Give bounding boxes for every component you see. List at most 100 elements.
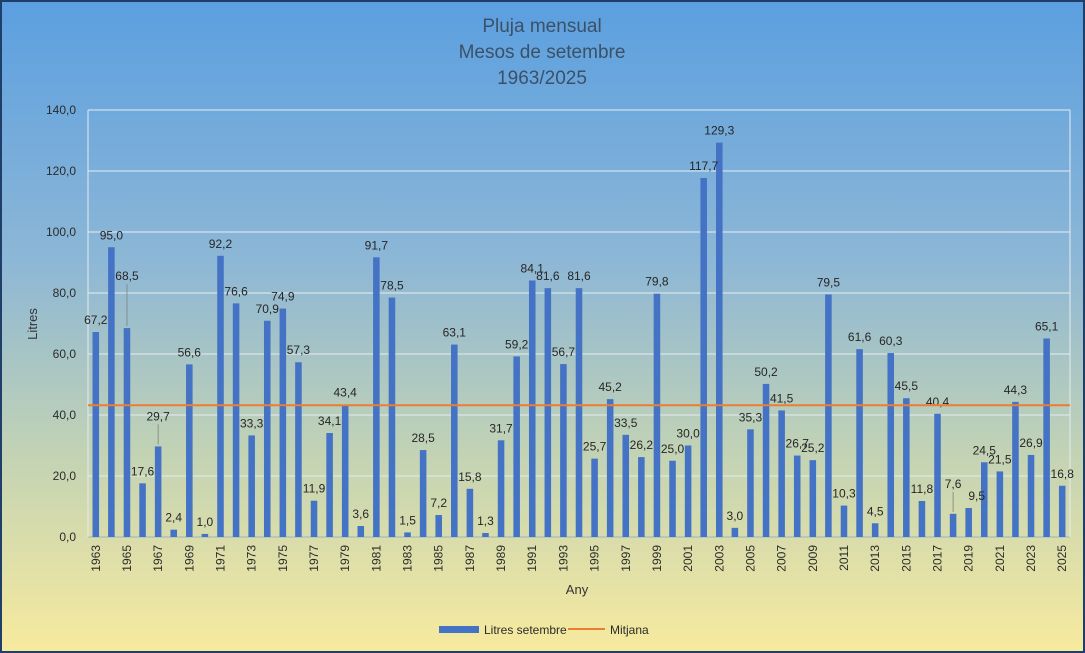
data-label: 68,5 — [115, 269, 139, 283]
data-label: 76,6 — [224, 284, 248, 298]
bar — [560, 364, 567, 537]
bar — [1027, 454, 1035, 537]
x-tick-label: 2021 — [993, 545, 1007, 572]
y-tick-label: 20,0 — [53, 469, 77, 483]
bar — [575, 288, 583, 537]
bar — [544, 288, 552, 537]
data-label: 59,2 — [505, 337, 529, 351]
x-tick-label: 1979 — [338, 545, 352, 572]
x-tick-label: 2001 — [681, 545, 695, 572]
x-tick-label: 1977 — [307, 545, 321, 572]
bar — [700, 178, 707, 537]
y-tick-label: 100,0 — [46, 225, 76, 239]
bar — [793, 455, 801, 537]
x-tick-label: 1963 — [89, 545, 103, 572]
bar — [949, 513, 957, 537]
data-label: 1,5 — [399, 513, 416, 527]
bar — [108, 247, 115, 537]
data-label: 65,1 — [1035, 319, 1059, 333]
bar — [154, 446, 162, 537]
data-label: 35,3 — [739, 410, 763, 424]
bar — [684, 445, 692, 537]
data-label: 45,2 — [598, 380, 622, 394]
x-tick-label: 1971 — [213, 545, 227, 572]
y-tick-label: 80,0 — [53, 286, 77, 300]
data-label: 74,9 — [271, 290, 295, 304]
data-label: 50,2 — [754, 365, 778, 379]
bar — [934, 413, 941, 537]
bar — [279, 308, 287, 537]
y-tick-label: 40,0 — [53, 408, 77, 422]
bar — [669, 460, 676, 537]
y-axis-title: Litres — [25, 308, 40, 340]
data-label: 129,3 — [704, 124, 734, 138]
bar — [1043, 338, 1050, 537]
x-tick-label: 2003 — [712, 545, 726, 572]
x-tick-label: 1991 — [525, 545, 539, 572]
chart-title: Pluja mensual Mesos de setembre 1963/202… — [459, 16, 626, 89]
x-tick-label: 2005 — [743, 545, 757, 572]
data-label: 34,1 — [318, 414, 342, 428]
bar — [404, 532, 411, 537]
bar — [996, 471, 1004, 537]
bar — [497, 440, 505, 537]
bar — [123, 328, 131, 537]
data-label: 31,7 — [489, 421, 513, 435]
bar — [357, 526, 365, 537]
chart-title-line-2: Mesos de setembre — [459, 42, 626, 63]
x-tick-label: 1983 — [401, 545, 415, 572]
data-label: 25,7 — [583, 440, 607, 454]
x-tick-label: 1967 — [151, 545, 165, 572]
data-label: 15,8 — [458, 470, 482, 484]
data-label: 7,6 — [945, 477, 962, 491]
data-label: 57,3 — [287, 343, 311, 357]
chart-title-line-3: 1963/2025 — [497, 68, 587, 89]
bar — [263, 320, 271, 537]
bar — [825, 294, 832, 537]
chart-title-line-1: Pluja mensual — [482, 16, 601, 37]
legend-bar-label: Litres setembre — [484, 623, 567, 637]
data-label: 33,3 — [240, 416, 264, 430]
x-tick-label: 2025 — [1055, 545, 1069, 572]
bar — [778, 410, 785, 537]
data-label: 81,6 — [536, 269, 560, 283]
data-label: 79,5 — [817, 276, 841, 290]
data-label: 7,2 — [430, 496, 447, 510]
data-label: 95,0 — [100, 228, 124, 242]
data-label: 9,5 — [968, 489, 985, 503]
data-label: 33,5 — [614, 416, 638, 430]
bar — [1012, 401, 1019, 537]
data-label: 43,4 — [334, 386, 358, 400]
bar — [341, 404, 349, 537]
x-tick-label: 1987 — [463, 545, 477, 572]
data-label: 41,5 — [770, 391, 794, 405]
data-label: 45,5 — [895, 379, 919, 393]
x-tick-label: 1973 — [245, 545, 259, 572]
bar — [217, 255, 224, 538]
bar — [201, 533, 209, 537]
data-label: 91,7 — [365, 238, 389, 252]
bars — [92, 142, 1066, 538]
data-label: 56,7 — [552, 345, 576, 359]
data-label: 28,5 — [411, 431, 435, 445]
bar — [248, 435, 255, 537]
data-label: 78,5 — [380, 279, 404, 293]
bar — [918, 501, 926, 537]
x-tick-label: 1965 — [120, 545, 134, 572]
data-label: 40,4 — [926, 395, 950, 409]
x-tick-labels: 1963 1965 1967 1969 1971 1973 1975 1977 1979 1981… — [89, 545, 1069, 572]
data-label: 44,3 — [1004, 383, 1028, 397]
x-tick-label: 2015 — [899, 545, 913, 572]
x-tick-label: 1995 — [588, 545, 602, 572]
data-label: 10,3 — [832, 487, 856, 501]
y-tick-label: 120,0 — [46, 164, 76, 178]
data-label: 70,9 — [256, 302, 280, 316]
data-label: 84,1 — [521, 261, 545, 275]
bar — [606, 399, 614, 537]
x-tick-label: 2013 — [868, 545, 882, 572]
legend: Litres setembre Mitjana — [439, 623, 649, 637]
data-label: 56,6 — [178, 345, 202, 359]
x-tick-label: 1969 — [182, 545, 196, 572]
data-label: 3,6 — [352, 507, 369, 521]
